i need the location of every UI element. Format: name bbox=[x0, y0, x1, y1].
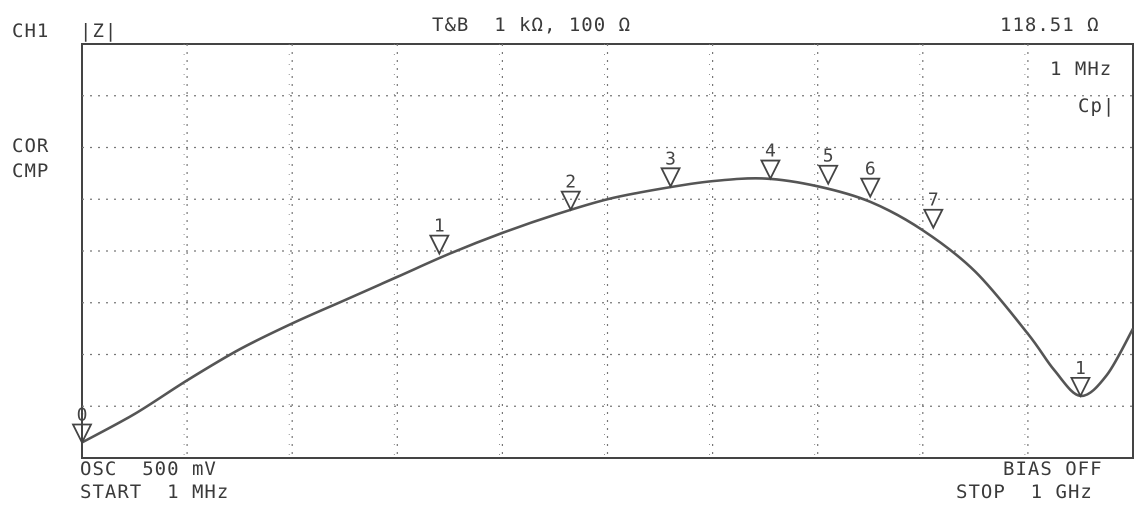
cor-label: COR bbox=[12, 135, 50, 157]
osc-label: OSC 500 mV bbox=[80, 458, 217, 480]
marker-label-5: 5 bbox=[823, 146, 834, 167]
parameter-label: |Z| bbox=[80, 20, 118, 42]
bias-label: BIAS OFF bbox=[1003, 458, 1103, 480]
marker-triangle-1 bbox=[1069, 377, 1091, 398]
marker-label-1: 1 bbox=[1075, 358, 1086, 379]
marker-triangle-3 bbox=[660, 167, 682, 189]
mode-label: Cp| bbox=[1078, 95, 1116, 117]
marker-triangle-6 bbox=[859, 177, 881, 199]
marker-value: 118.51 Ω bbox=[1000, 14, 1100, 36]
marker-label-6: 6 bbox=[865, 159, 876, 180]
impedance-trace bbox=[81, 177, 1135, 444]
plot-frame bbox=[81, 43, 1134, 459]
cmp-label: CMP bbox=[12, 160, 50, 182]
start-label: START 1 MHz bbox=[80, 481, 230, 503]
marker-label-2: 2 bbox=[565, 172, 576, 193]
marker-label-3: 3 bbox=[665, 148, 676, 169]
scale-label: T&B 1 kΩ, 100 Ω bbox=[432, 14, 632, 36]
marker-triangle-0 bbox=[71, 423, 93, 445]
marker-frequency: 1 MHz bbox=[1050, 58, 1113, 80]
marker-triangle-1 bbox=[428, 234, 450, 256]
marker-label-4: 4 bbox=[765, 141, 776, 162]
marker-label-7: 7 bbox=[928, 190, 939, 211]
stop-label: STOP 1 GHz bbox=[956, 481, 1093, 503]
marker-triangle-2 bbox=[560, 190, 582, 212]
marker-triangle-7 bbox=[922, 208, 944, 230]
marker-label-0: 0 bbox=[77, 404, 88, 425]
channel-label: CH1 bbox=[12, 20, 50, 42]
marker-label-1: 1 bbox=[434, 216, 445, 237]
marker-triangle-4 bbox=[759, 159, 781, 181]
marker-triangle-5 bbox=[817, 164, 839, 186]
